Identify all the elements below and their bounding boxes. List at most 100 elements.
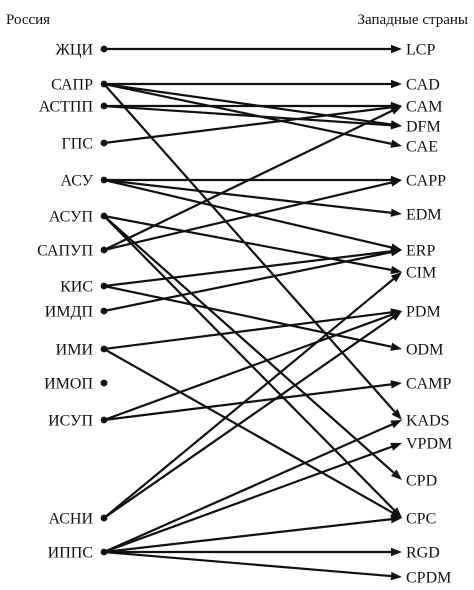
edge-ipps-to-rgd xyxy=(104,547,402,557)
right-node-cam: CAM xyxy=(406,99,442,116)
left-anchor-dot-astpp xyxy=(100,102,108,110)
right-node-cpd: CPD xyxy=(406,473,437,490)
edge-sapup-to-cam xyxy=(103,106,402,251)
edge-isup-to-pdm xyxy=(103,310,402,422)
left-anchor-dot-ipps xyxy=(100,548,108,556)
edge-line xyxy=(103,316,394,519)
right-column-title: Западные страны xyxy=(358,12,468,28)
left-anchor-dot-zhci xyxy=(100,45,108,53)
left-anchor-dot-sapr xyxy=(100,80,108,88)
edge-line xyxy=(103,311,392,351)
right-node-cim: CIM xyxy=(406,265,436,282)
edge-line xyxy=(103,518,392,554)
left-node-imop: ИМОП xyxy=(44,376,93,393)
right-node-cae: CAE xyxy=(406,139,438,156)
edges-layer xyxy=(103,44,402,581)
arrow-head xyxy=(390,342,402,351)
edge-line xyxy=(103,215,396,511)
edge-imdp-to-erp xyxy=(103,248,402,313)
left-anchor-dot-asni xyxy=(100,514,108,522)
arrow-head xyxy=(390,311,402,321)
right-node-pdm: PDM xyxy=(406,304,441,321)
arrow-head xyxy=(390,420,402,429)
edge-line xyxy=(103,83,396,413)
edge-line xyxy=(103,278,395,519)
left-anchor-dot-gps xyxy=(100,139,108,147)
edge-line xyxy=(103,104,392,127)
left-anchor-dot-asu xyxy=(100,176,108,184)
arrow-head xyxy=(391,44,402,54)
right-node-kads: KADS xyxy=(406,413,450,430)
edge-line xyxy=(103,423,393,554)
left-column-title: Россия xyxy=(6,12,50,28)
edge-ipps-to-cpdm xyxy=(103,550,402,581)
edge-line xyxy=(103,284,392,348)
left-node-sapup: САПУП xyxy=(37,243,93,260)
edge-ipps-to-kads xyxy=(103,420,402,554)
arrow-head xyxy=(390,208,402,217)
arrow-head xyxy=(390,469,402,480)
edge-astpp-to-dfm xyxy=(103,104,402,130)
edge-line xyxy=(103,251,392,313)
left-anchor-dot-isup xyxy=(100,416,108,424)
arrow-head xyxy=(391,79,402,89)
edge-line xyxy=(103,313,393,422)
right-nodes-layer: LCP CAD CAM DFM CAE CAPP EDM ERP CIM PDM ODM CAMP KA… xyxy=(406,42,452,587)
right-node-cpdm: CPDM xyxy=(406,570,451,587)
arrow-head xyxy=(390,515,402,524)
left-node-sapr: САПР xyxy=(51,77,93,94)
left-node-imdp: ИМДП xyxy=(45,304,94,321)
edge-isup-to-camp xyxy=(103,380,402,422)
left-node-asu: АСУ xyxy=(60,173,93,190)
right-node-edm: EDM xyxy=(406,207,442,224)
right-node-cad: CAD xyxy=(406,77,440,94)
left-anchor-dot-kis xyxy=(100,282,108,290)
left-node-isup: ИСУП xyxy=(48,413,93,430)
left-node-ipps: ИППС xyxy=(48,545,93,562)
edge-line xyxy=(103,178,392,249)
left-node-asup: АСУП xyxy=(49,209,94,226)
left-node-astpp: АСТПП xyxy=(39,99,94,116)
left-anchor-dot-imop xyxy=(100,379,108,387)
arrow-head xyxy=(390,106,402,115)
left-node-imi: ИМИ xyxy=(56,342,94,359)
edge-asup-to-cim xyxy=(103,214,402,275)
arrow-head xyxy=(390,380,402,389)
edge-line xyxy=(103,383,392,422)
edge-asup-to-cpd xyxy=(103,215,402,480)
left-nodes-layer: ЖЦИ САПР АСТПП ГПС АСУ АСУП САПУП КИС ИМДП ИМИ ИМО… xyxy=(37,42,108,562)
arrow-head xyxy=(390,265,402,275)
right-node-cpc: CPC xyxy=(406,511,436,528)
left-node-gps: ГПС xyxy=(62,136,93,153)
edge-asni-to-cim xyxy=(103,272,402,519)
edge-line xyxy=(103,550,392,578)
arrow-head xyxy=(391,408,402,420)
left-anchor-dot-imi xyxy=(100,345,108,353)
arrow-head xyxy=(390,121,402,130)
edge-line xyxy=(103,215,395,474)
edge-line xyxy=(103,178,392,214)
left-anchor-dot-asup xyxy=(100,212,108,220)
arrow-head xyxy=(390,139,402,148)
right-node-odm: ODM xyxy=(406,342,443,359)
edge-imi-to-cpc xyxy=(103,348,402,518)
right-node-camp: CAMP xyxy=(406,376,451,393)
edge-asu-to-edm xyxy=(103,178,402,217)
edge-kis-to-odm xyxy=(103,284,402,351)
edge-line xyxy=(103,348,393,514)
edge-ipps-to-vpdm xyxy=(103,442,402,554)
arrow-head xyxy=(390,571,402,581)
edge-line xyxy=(103,82,392,145)
right-node-dfm: DFM xyxy=(406,119,441,136)
edge-line xyxy=(103,106,392,145)
left-node-zhci: ЖЦИ xyxy=(56,42,94,59)
edge-asup-to-cpc xyxy=(103,215,402,518)
edge-sapr-to-kads xyxy=(103,83,402,420)
edge-line xyxy=(103,181,392,252)
arrow-head xyxy=(390,272,402,283)
arrow-head xyxy=(390,508,402,518)
edge-line xyxy=(103,109,393,251)
right-node-vpdm: VPDM xyxy=(406,436,452,453)
right-node-rgd: RGD xyxy=(406,545,440,562)
